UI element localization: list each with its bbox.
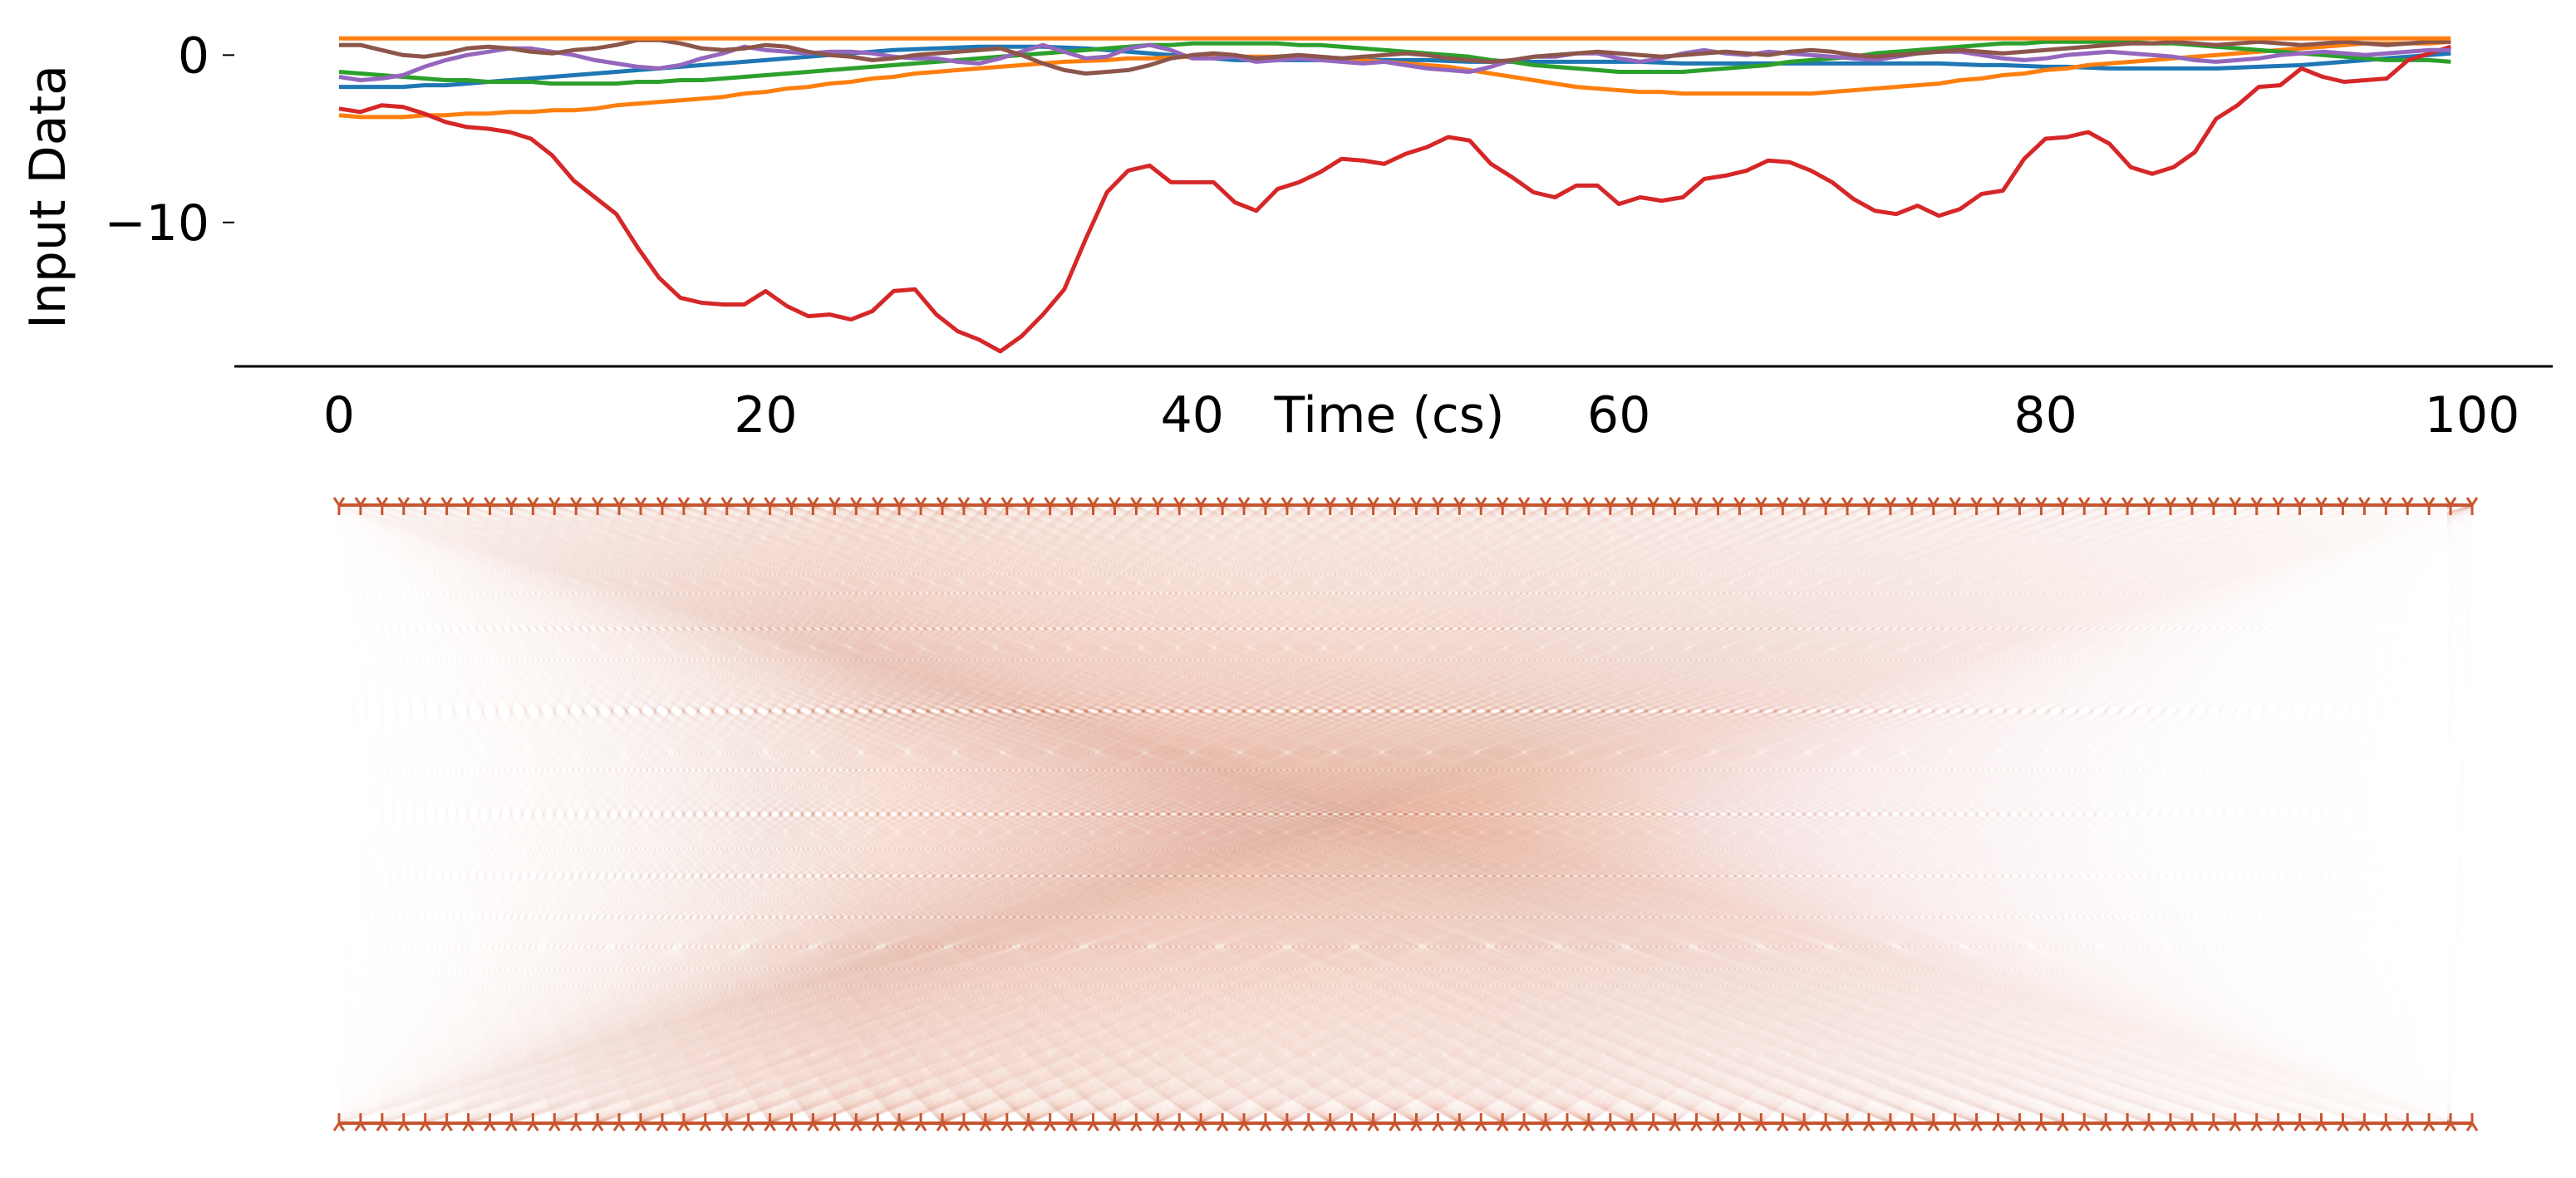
x-tick-label: 60 [1587, 386, 1650, 444]
line-chart: 0 20 40 60 80 100 0 −10 Time (cs) Input Data [19, 27, 2553, 444]
y-axis-label: Input Data [19, 65, 77, 329]
x-tick-label: 100 [2425, 386, 2520, 444]
x-tick-label: 80 [2013, 386, 2077, 444]
series-group [338, 36, 2452, 354]
x-axis-label: Time (cs) [1274, 386, 1505, 444]
x-tick-group: 0 20 40 60 80 100 [323, 386, 2519, 444]
y-tick-group: 0 −10 [104, 27, 234, 253]
series-line-5 [338, 42, 2451, 82]
y-tick-label: 0 [178, 27, 209, 85]
series-line-6 [339, 37, 2451, 76]
x-tick-label: 40 [1161, 386, 1224, 444]
x-tick-label: 0 [323, 386, 355, 444]
x-tick-label: 20 [734, 386, 797, 444]
connectivity-panel [332, 497, 2479, 1131]
series-line-3 [338, 39, 2451, 86]
series-line-1 [339, 44, 2451, 90]
y-tick-label: −10 [104, 194, 209, 253]
series-line-4 [338, 44, 2452, 354]
